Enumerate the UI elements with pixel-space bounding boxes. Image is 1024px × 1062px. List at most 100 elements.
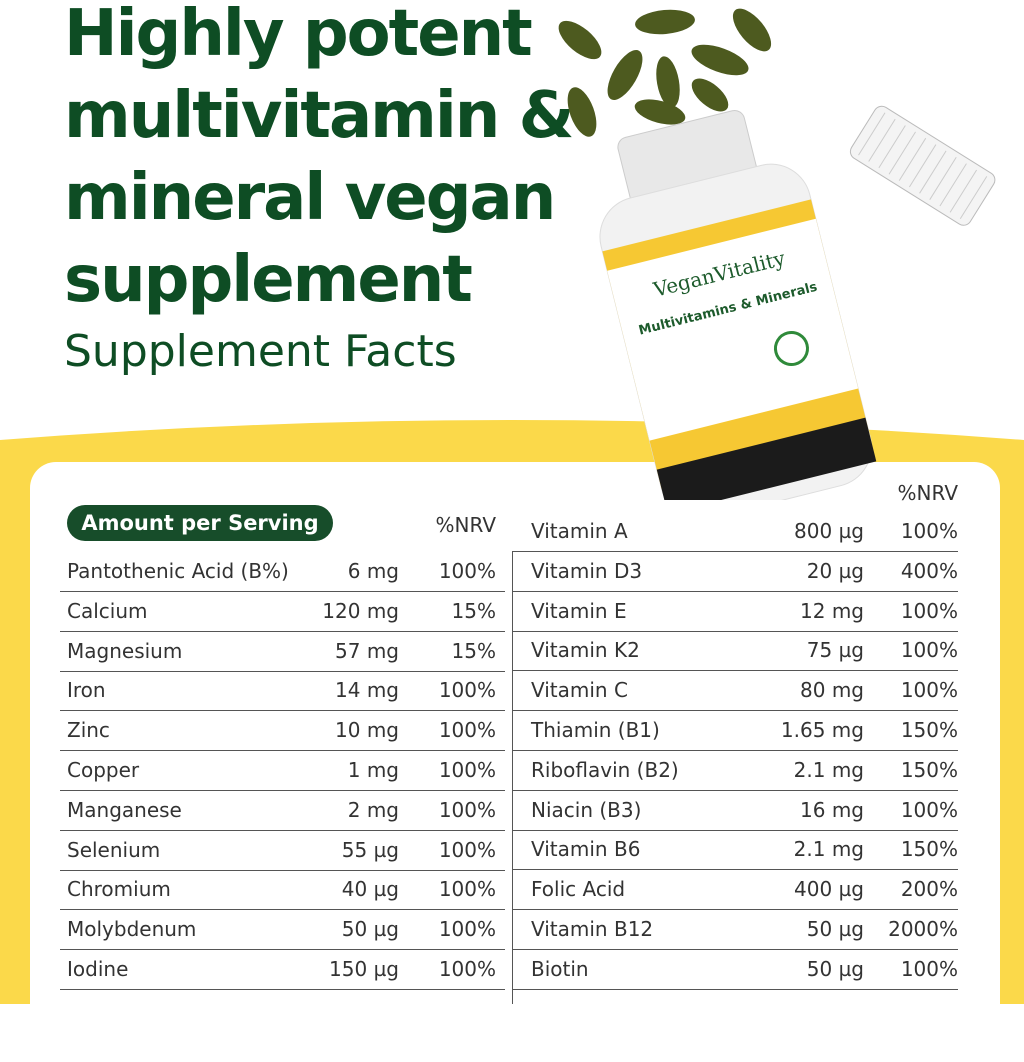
title-line: supplement: [64, 243, 473, 317]
row-divider: [60, 710, 505, 712]
nutrient-amount: 1.65 mg: [780, 718, 864, 742]
nutrient-name: Riboflavin (B2): [531, 757, 679, 782]
row-divider: [512, 988, 958, 990]
nutrient-amount: 55 µg: [341, 837, 399, 862]
nutrient-nrv: 100%: [438, 797, 496, 822]
nutrient-amount: 20 µg: [806, 558, 864, 583]
row-divider: [60, 750, 505, 752]
nutrient-nrv: 2000%: [888, 917, 958, 941]
title-line: multivitamin &: [64, 79, 574, 153]
tablet: [656, 56, 680, 108]
nutrient-nrv: 100%: [900, 519, 958, 543]
nutrient-amount: 1 mg: [347, 758, 399, 782]
nutrient-nrv: 150%: [900, 718, 958, 742]
tablet: [732, 8, 772, 52]
nutrient-nrv: 100%: [900, 678, 958, 703]
bottle-cap: [849, 105, 996, 226]
subtitle: Supplement Facts: [64, 326, 457, 377]
nutrient-nrv: 200%: [900, 877, 958, 902]
nutrient-name: Vitamin E: [531, 598, 627, 623]
nutrient-name: Vitamin B12: [531, 917, 654, 941]
row-divider: [60, 630, 505, 632]
row-divider: [60, 790, 505, 791]
row-divider: [512, 869, 958, 871]
nutrient-nrv: 100%: [438, 718, 496, 743]
tablet: [567, 87, 597, 137]
nutrient-amount: 75 µg: [806, 638, 864, 663]
nutrient-amount: 16 mg: [800, 797, 864, 822]
nutrient-nrv: 100%: [900, 797, 958, 822]
nutrient-nrv: 100%: [900, 956, 958, 981]
nutrient-nrv: 100%: [438, 678, 496, 703]
nutrient-amount: 80 mg: [800, 678, 864, 703]
nutrient-nrv: 100%: [438, 837, 496, 862]
nutrient-name: Zinc: [67, 718, 110, 743]
row-divider: [512, 710, 958, 712]
nutrient-amount: 120 mg: [322, 598, 399, 623]
nutrient-nrv: 15%: [451, 598, 496, 623]
row-divider: [60, 909, 505, 911]
product-image: VeganVitality Multivitamins & Minerals: [558, 8, 996, 500]
tablet: [691, 78, 729, 112]
nrv-header: %NRV: [897, 481, 958, 505]
nutrient-name: Calcium: [67, 598, 148, 623]
title-line: mineral vegan: [64, 161, 556, 235]
nrv-header: %NRV: [435, 513, 496, 537]
nutrient-amount: 2.1 mg: [793, 757, 864, 782]
nutrient-amount: 50 µg: [806, 917, 864, 941]
row-divider: [512, 949, 958, 950]
row-divider: [60, 591, 505, 592]
tablet: [635, 9, 695, 35]
nutrient-name: Folic Acid: [531, 877, 626, 902]
nutrient-name: Vitamin C: [531, 678, 628, 703]
nutrient-name: Magnesium: [67, 638, 183, 663]
nutrient-nrv: 150%: [900, 757, 958, 782]
bottle: VeganVitality Multivitamins & Minerals: [599, 109, 877, 500]
nutrient-name: Molybdenum: [67, 917, 197, 942]
nutrient-name: Vitamin B6: [531, 837, 641, 862]
row-divider: [60, 989, 505, 990]
serving-header: Amount per Serving: [67, 505, 333, 541]
nutrient-nrv: 100%: [900, 638, 958, 663]
tablet: [558, 20, 602, 60]
tablets: [558, 8, 772, 137]
cap-ridges: [858, 112, 988, 220]
nutrient-nrv: 100%: [438, 758, 496, 782]
row-divider: [512, 670, 958, 672]
nutrient-name: Thiamin (B1): [531, 718, 660, 742]
nutrient-name: Vitamin D3: [531, 558, 643, 583]
nutrient-name: Niacin (B3): [531, 797, 642, 822]
nutrient-amount: 800 µg: [794, 519, 864, 543]
column-divider: [512, 551, 513, 1004]
nutrient-name: Iodine: [67, 957, 129, 981]
label-white: [607, 218, 859, 441]
row-divider: [60, 949, 505, 951]
nutrient-nrv: 400%: [900, 558, 958, 583]
nutrient-name: Iron: [67, 678, 106, 703]
label-dark: [656, 417, 877, 500]
tablet: [634, 99, 686, 125]
row-divider: [60, 670, 505, 672]
nutrient-amount: 150 µg: [329, 957, 399, 981]
vegan-badge: [773, 331, 809, 367]
nutrient-amount: 10 mg: [335, 718, 399, 743]
nutrient-nrv: 150%: [900, 837, 958, 862]
nutrient-amount: 6 mg: [347, 559, 399, 583]
nutrient-amount: 50 µg: [806, 956, 864, 981]
nutrient-nrv: 15%: [451, 638, 496, 663]
nutrient-name: Selenium: [67, 837, 161, 862]
nutrient-amount: 400 µg: [794, 877, 864, 902]
facts-panel: [30, 462, 1000, 1062]
nutrient-nrv: 100%: [438, 917, 496, 942]
nutrient-nrv: 100%: [438, 877, 496, 902]
nutrient-amount: 2.1 mg: [793, 837, 864, 862]
nutrient-name: Vitamin A: [531, 519, 628, 543]
nutrient-name: Vitamin K2: [531, 638, 640, 663]
row-divider: [512, 551, 958, 552]
nutrient-nrv: 100%: [900, 598, 958, 623]
nutrient-name: Manganese: [67, 797, 182, 822]
row-divider: [512, 750, 958, 751]
nutrient-name: Biotin: [531, 956, 589, 981]
tablet: [607, 50, 643, 100]
row-divider: [60, 869, 505, 871]
